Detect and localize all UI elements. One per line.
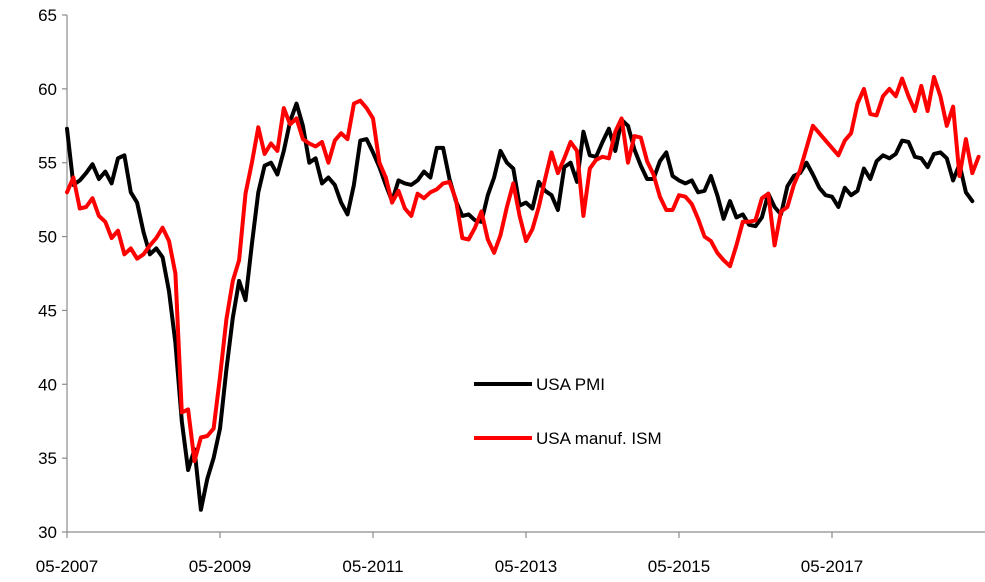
- legend-label-usa-pmi: USA PMI: [536, 375, 605, 394]
- y-tick-label: 30: [38, 523, 57, 542]
- x-tick-label: 05-2007: [36, 557, 98, 576]
- series-lines: [65, 75, 981, 512]
- x-tick-label: 05-2017: [801, 557, 863, 576]
- y-tick-label: 60: [38, 80, 57, 99]
- legend-label-usa-ism: USA manuf. ISM: [536, 429, 662, 448]
- legend: USA PMI USA manuf. ISM: [474, 375, 662, 448]
- series-line-usa-ism: [65, 75, 981, 464]
- y-tick-label: 35: [38, 449, 57, 468]
- x-axis-ticks: 05-2007 05-2009 05-2011 05-2013 05-2015 05-20…: [36, 532, 863, 576]
- x-tick-label: 05-2011: [342, 557, 403, 576]
- y-tick-label: 50: [38, 228, 57, 247]
- series-line-usa-pmi: [65, 101, 975, 512]
- x-tick-label: 05-2013: [495, 557, 557, 576]
- y-tick-label: 55: [38, 154, 57, 173]
- x-tick-label: 05-2015: [648, 557, 710, 576]
- y-tick-label: 40: [38, 375, 57, 394]
- x-tick-label: 05-2009: [189, 557, 251, 576]
- y-axis-ticks: 30 35 40 45 50 55 60 65: [38, 6, 67, 542]
- y-tick-label: 45: [38, 301, 57, 320]
- chart-axes: [66, 15, 985, 533]
- y-tick-label: 65: [38, 6, 57, 25]
